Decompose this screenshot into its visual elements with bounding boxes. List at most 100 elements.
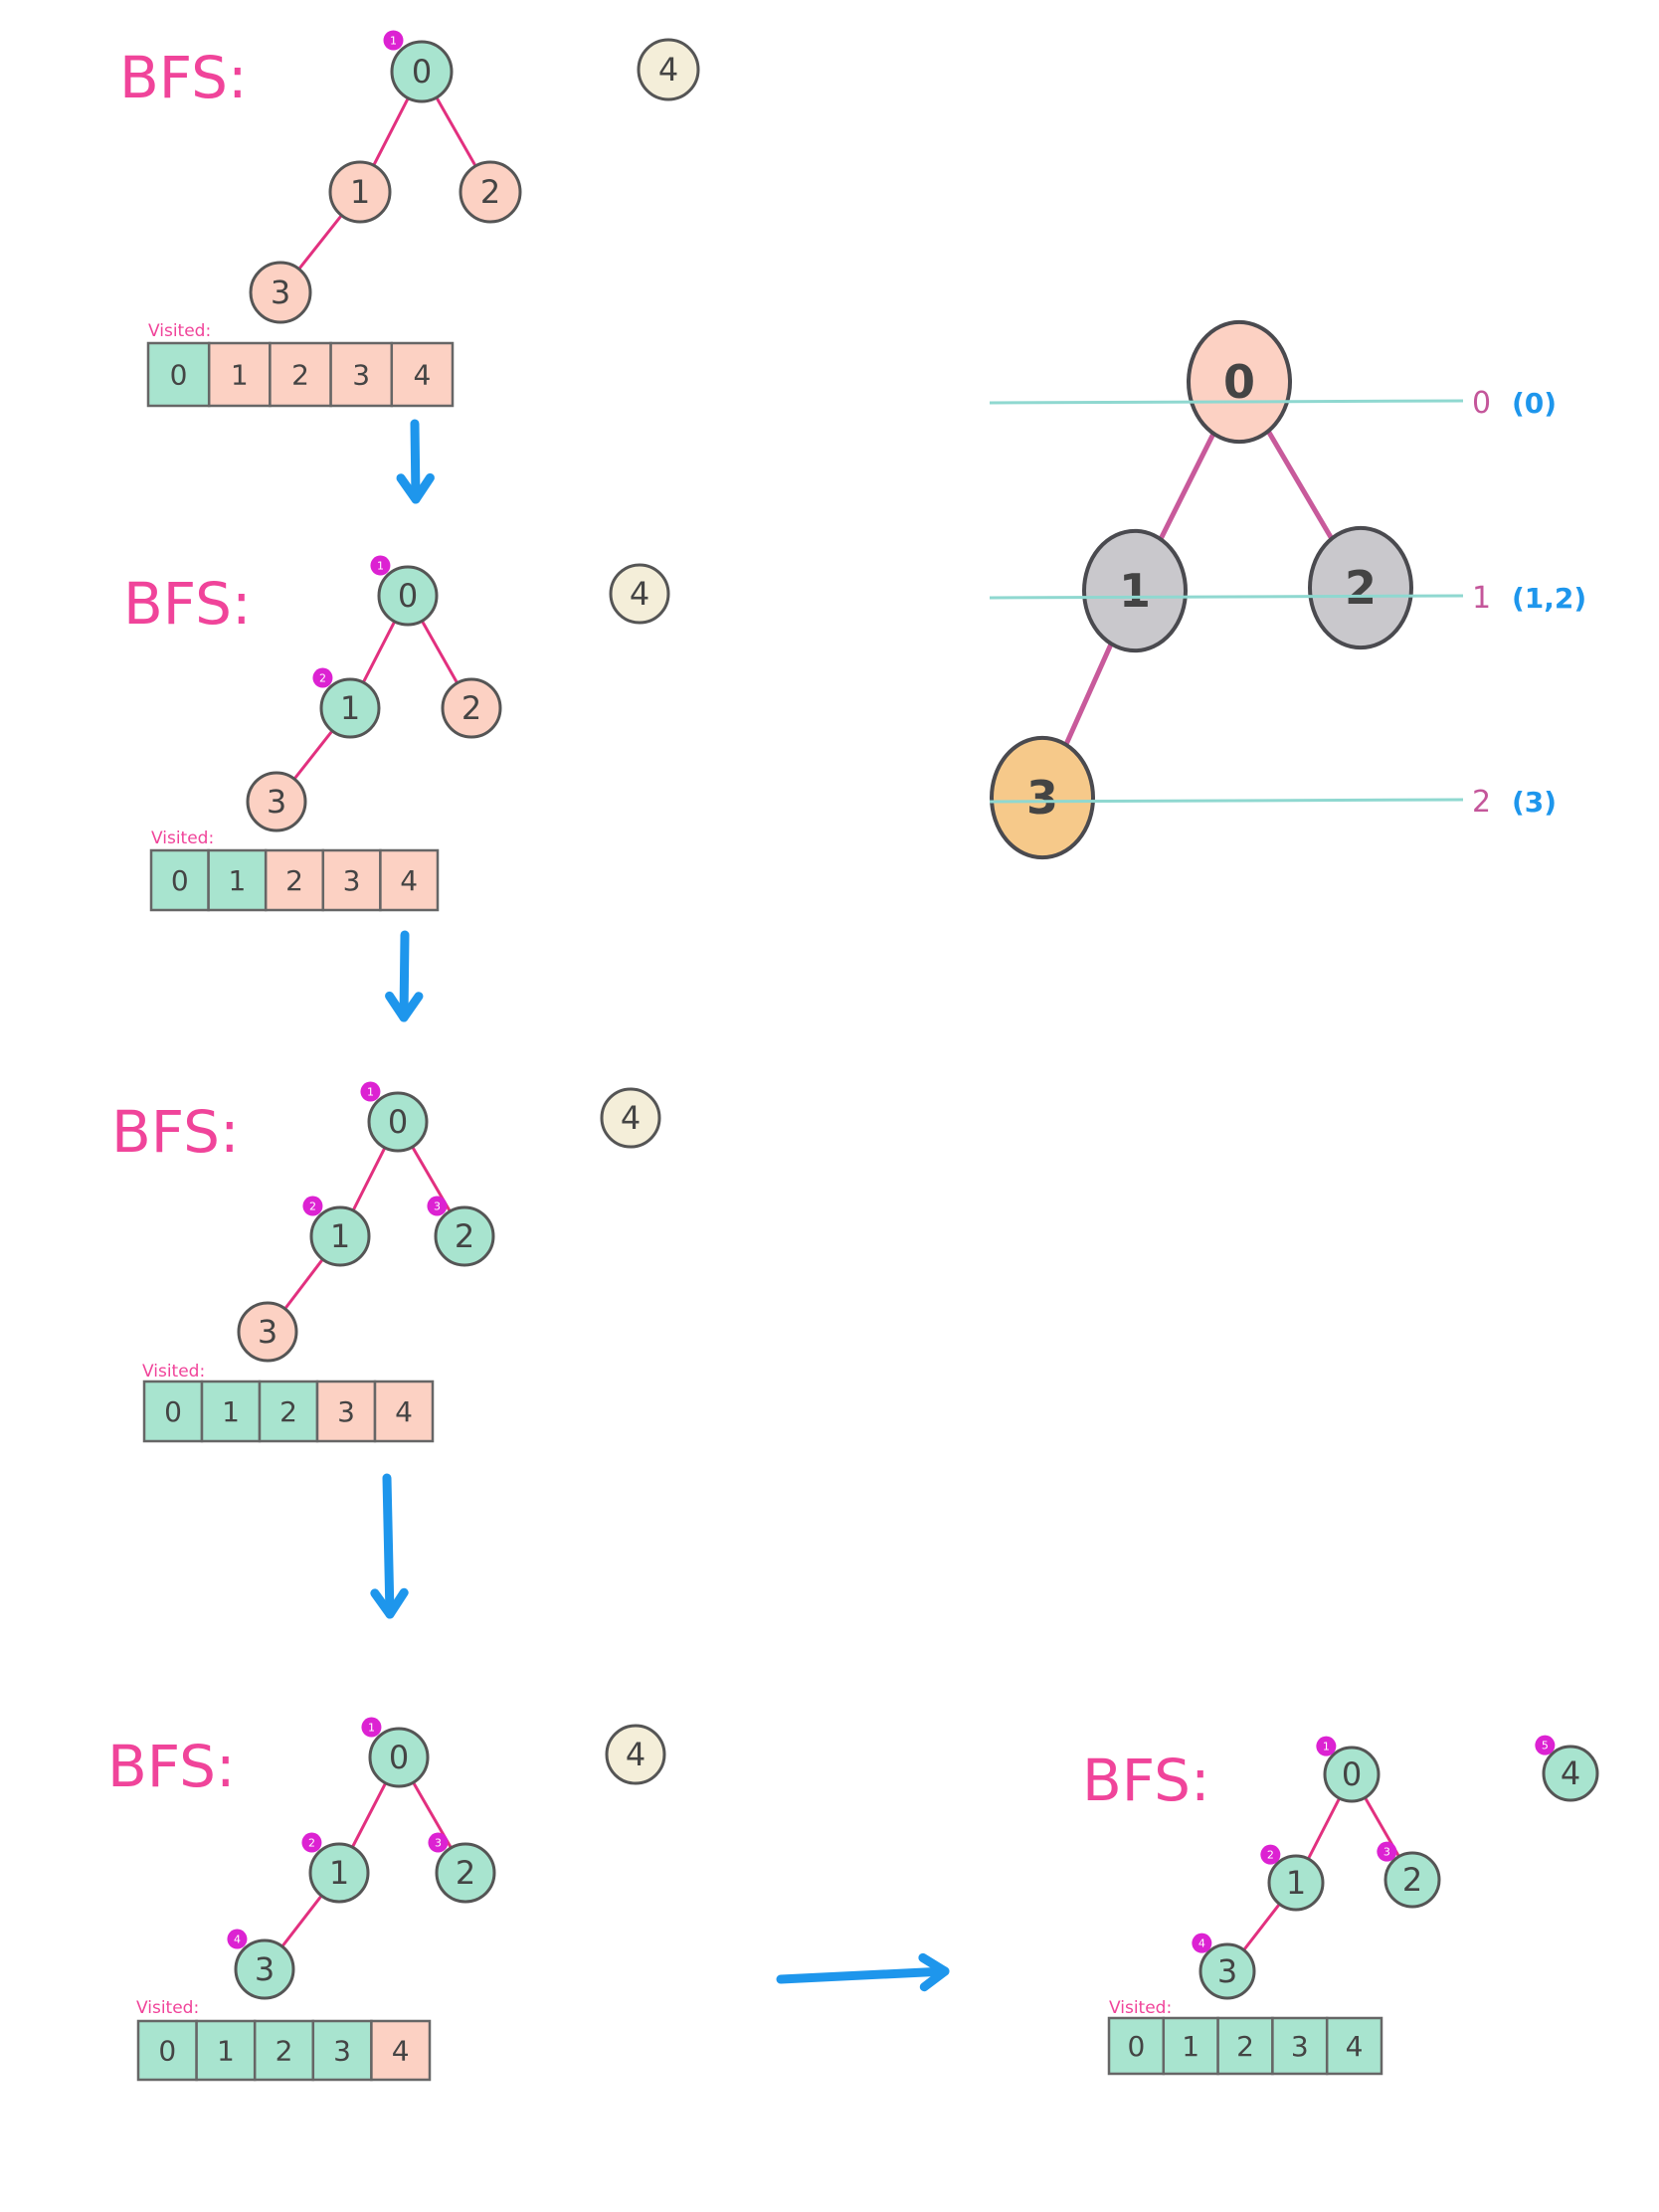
visited-cell-box [269, 341, 332, 408]
visited-cell-value: 3 [1291, 2030, 1309, 2063]
node-label: 2 [456, 1854, 475, 1892]
tree-node-circle [990, 735, 1095, 860]
visited-cell-4: 4 [390, 341, 455, 408]
graph-node-3: 3 [246, 771, 307, 832]
node-label: 1 [329, 1854, 349, 1892]
node-label: 0 [412, 53, 432, 91]
visit-order-badge [361, 1717, 382, 1738]
visit-order-badge [1535, 1735, 1556, 1755]
graph-node-0: 01 [360, 1081, 429, 1153]
graph-node-1: 1 [328, 160, 392, 224]
arrow-head [396, 472, 435, 504]
node-label: 4 [658, 51, 678, 89]
tree-node-label: 0 [1223, 355, 1255, 409]
visited-cell-value: 4 [413, 359, 431, 392]
node-circle [319, 677, 381, 739]
node-label: 2 [455, 1217, 474, 1255]
node-label: 4 [1561, 1754, 1580, 1792]
node-label: 1 [350, 173, 370, 211]
level-number: 2 [1472, 785, 1491, 820]
visit-order-badge [1316, 1736, 1337, 1756]
node-label: 1 [340, 689, 360, 727]
node-circle [1267, 1854, 1325, 1912]
visited-cell-value: 0 [164, 1395, 182, 1428]
graph-node-0: 01 [1316, 1736, 1381, 1803]
graph-node-3: 3 [237, 1301, 298, 1363]
graph-node-4: 45 [1535, 1735, 1599, 1802]
visited-label: Visited: [151, 829, 214, 848]
node-circle [605, 1724, 666, 1785]
node-circle [308, 1842, 370, 1904]
visit-order-number: 2 [309, 1200, 316, 1213]
node-circle [459, 160, 522, 224]
node-label: 2 [480, 173, 500, 211]
node-circle [246, 771, 307, 832]
visit-order-badge [360, 1081, 381, 1102]
node-label: 2 [1402, 1861, 1422, 1899]
visited-cell-value: 1 [231, 359, 249, 392]
node-circle [1323, 1746, 1381, 1803]
visited-cell-2: 2 [264, 848, 325, 912]
visit-order-badge [428, 1832, 449, 1853]
visit-order-badge [227, 1929, 248, 1949]
visited-cell-value: 0 [170, 359, 188, 392]
graph-node-3: 34 [1192, 1933, 1256, 2000]
level-number: 0 [1472, 386, 1491, 421]
node-circle [390, 40, 454, 103]
visited-cell-1: 1 [207, 341, 272, 408]
visited-cell-value: 0 [158, 2035, 176, 2068]
visited-cell-1: 1 [207, 848, 268, 912]
node-circle [377, 565, 439, 627]
node-circle [434, 1205, 495, 1267]
visited-cell-2: 2 [1216, 2016, 1274, 2076]
level-nodes: (0) [1512, 387, 1557, 420]
node-label: 0 [1342, 1755, 1362, 1793]
level-row-1: 1 (1,2) [989, 581, 1586, 616]
node-label: 3 [1217, 1952, 1237, 1990]
visited-cell-box [1325, 2016, 1383, 2076]
level-line [989, 399, 1464, 405]
arrow-shaft [776, 1966, 950, 1984]
visit-order-badge [1260, 1844, 1281, 1865]
node-circle [309, 1205, 371, 1267]
node-circle [368, 1727, 430, 1788]
visited-cell-value: 2 [285, 864, 303, 897]
graph-node-0: 01 [370, 555, 439, 627]
graph-node-0: 01 [383, 30, 454, 103]
visited-cell-value: 3 [352, 359, 370, 392]
visited-cell-value: 0 [1127, 2030, 1145, 2063]
level-line [989, 594, 1464, 600]
tree-node-2: 2 [1308, 525, 1413, 650]
down-arrow-1 [396, 419, 435, 504]
visit-order-number: 5 [1542, 1740, 1549, 1752]
tree-node-label: 1 [1119, 564, 1151, 618]
graph-node-2: 23 [428, 1832, 496, 1904]
visited-cell-4: 4 [1325, 2016, 1383, 2076]
arrow-shaft [399, 930, 410, 1022]
visited-cell-0: 0 [146, 341, 211, 408]
visited-cell-2: 2 [269, 341, 332, 408]
arrow-head [370, 1587, 409, 1619]
node-label: 4 [630, 575, 649, 613]
visit-order-badge [370, 555, 391, 576]
visited-cell-1: 1 [1162, 2016, 1219, 2076]
graph-node-4: 4 [600, 1087, 661, 1149]
tree-node-0: 0 [1187, 319, 1292, 445]
arrow-head [385, 991, 424, 1022]
down-arrow-2 [385, 930, 424, 1022]
visit-order-badge [302, 1196, 323, 1216]
node-label: 3 [258, 1313, 277, 1351]
visited-cell-box [311, 2019, 373, 2082]
visited-label: Visited: [1109, 1998, 1172, 2018]
level-row-0: 0 (0) [989, 386, 1557, 421]
visit-order-badge [427, 1196, 448, 1216]
visit-order-number: 1 [367, 1086, 374, 1099]
visited-cell-1: 1 [195, 2019, 257, 2082]
bfs-title: BFS: [107, 1733, 236, 1800]
node-circle [1542, 1745, 1599, 1802]
visited-cell-value: 2 [291, 359, 309, 392]
graph-node-4: 4 [637, 38, 700, 101]
graph-node-0: 01 [361, 1717, 430, 1788]
visited-cell-box [390, 341, 455, 408]
